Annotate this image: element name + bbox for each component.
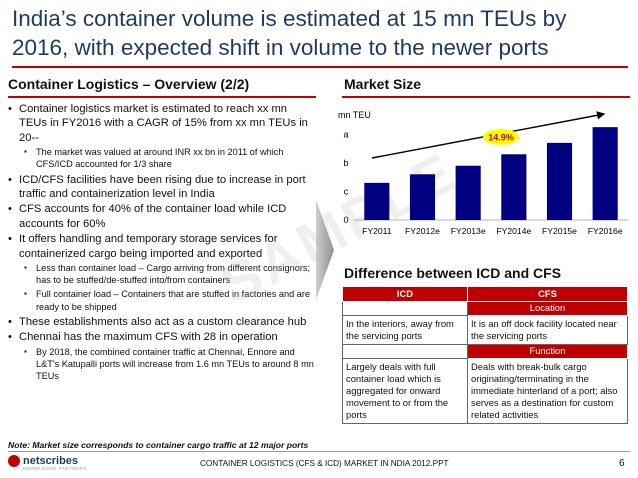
netscribes-logo: netscribes KNOWLEDGE PARTNERS [8,455,87,471]
difference-heading: Difference between ICD and CFS [344,265,562,281]
slide-title: India’s container volume is estimated at… [12,4,628,62]
y-tick-label: 0 [343,215,348,225]
left-heading-rule [8,96,316,98]
footnote: Note: Market size corresponds to contain… [8,440,309,450]
y-axis-label: mn TEU [338,110,371,120]
bullet-1: Container logistics market is estimated … [8,102,316,145]
bullet-6: Chennai has the maximum CFS with 28 in o… [8,330,316,345]
table-row: Largely deals with full container load w… [342,358,628,424]
x-tick-label: FY2014e [496,226,531,236]
cagr-badge [483,129,519,145]
title-line-1: India’s container volume is estimated at… [12,6,567,31]
table-section-row: Function [342,344,628,359]
market-heading-rule [342,96,630,98]
sub-bullet-6-1: By 2018, the combined container traffic … [8,346,316,383]
table-row: In the interiors, away from the servicin… [342,315,628,345]
left-heading: Container Logistics – Overview (2/2) [8,76,250,92]
page-number: 6 [619,458,625,469]
table-header-row: ICD CFS [342,286,628,302]
section-location: Location [467,301,628,316]
bar-fy2011 [364,182,390,220]
y-tick-label: b [343,158,348,168]
y-tick-label: a [343,129,348,139]
header-icd: ICD [342,286,468,302]
x-tick-label: FY2015e [542,226,577,236]
sub-bullet-4-2: Full container load – Containers that ar… [8,288,316,312]
x-tick-label: FY2013e [451,226,486,236]
x-tick-label: FY2016e [588,226,623,236]
bullet-2: ICD/CFS facilities have been rising due … [8,173,316,202]
overview-bullets: Container logistics market is estimated … [8,102,316,384]
logo-icon [8,455,20,468]
footer-document-name: CONTAINER LOGISTICS (CFS & ICD) MARKET I… [200,459,449,468]
location-cfs: It is an off dock facility located near … [467,315,628,345]
bar-fy2012e [409,174,436,220]
function-cfs: Deals with break-bulk cargo originating/… [467,358,628,424]
header-cfs: CFS [467,286,628,302]
function-icd: Largely deals with full container load w… [342,358,468,424]
cagr-label: 14.9% [488,133,514,143]
market-heading: Market Size [344,76,422,92]
sub-bullet-1-1: The market was valued at around INR xx b… [8,146,316,170]
chevron-arrow-icon [316,200,334,300]
bar-fy2013e [455,165,481,220]
market-size-chart: mn TEU 0 c b a FY2011 FY2012e FY2013e FY2014e F… [338,110,628,236]
title-line-2: 2016, with expected shift in volume to t… [12,35,549,60]
table-section-row: Location [342,301,628,316]
x-tick-label: FY2011 [362,226,392,236]
title-divider [12,66,628,68]
bullet-4: It offers handling and temporary storage… [8,232,316,261]
logo-tagline: KNOWLEDGE PARTNERS [23,466,87,472]
bullet-5: These establishments also act as a custo… [8,315,316,330]
location-icd: In the interiors, away from the servicin… [342,315,468,345]
y-tick-label: c [344,186,349,196]
footer-divider [8,451,630,452]
bar-fy2015e [546,142,573,220]
bar-fy2016e [592,127,618,220]
x-tick-label: FY2012e [405,226,440,236]
bar-fy2014e [501,154,527,220]
icd-cfs-table: ICD CFS Location In the interiors, away … [342,286,628,424]
sub-bullet-4-1: Less than container load – Cargo arrivin… [8,262,316,286]
bullet-3: CFS accounts for 40% of the container lo… [8,202,316,231]
logo-text: netscribes [23,455,79,467]
section-function: Function [467,344,628,359]
